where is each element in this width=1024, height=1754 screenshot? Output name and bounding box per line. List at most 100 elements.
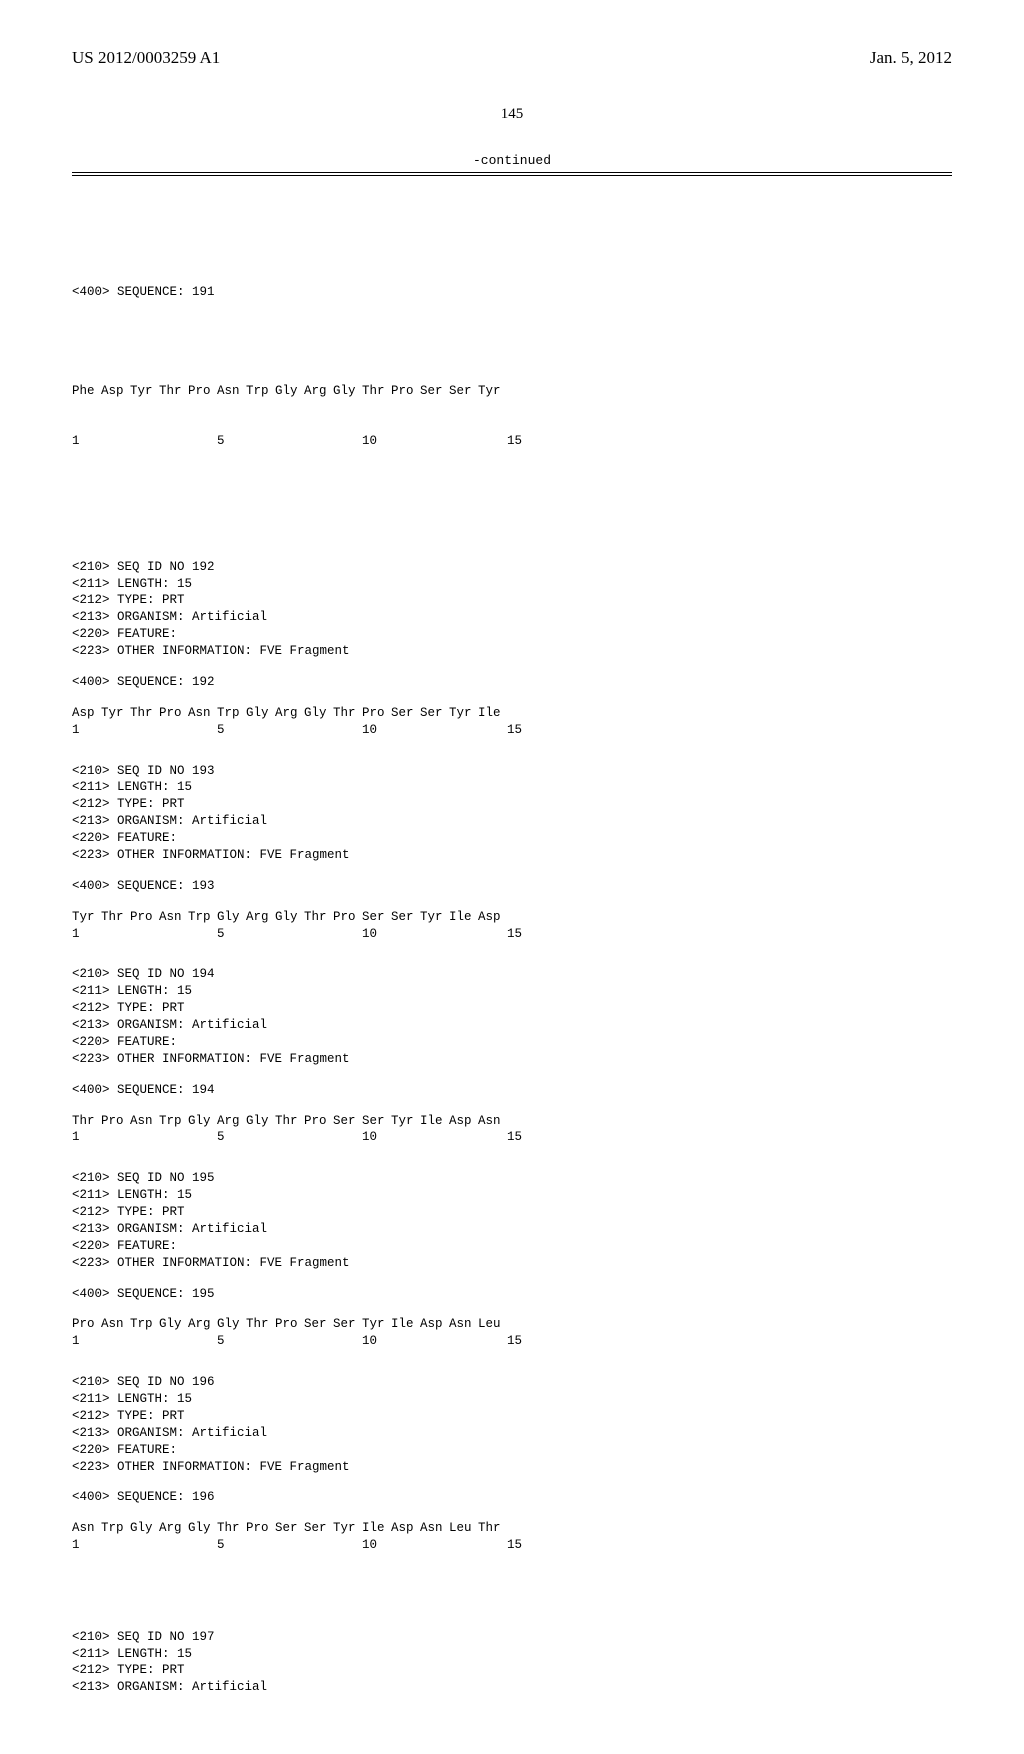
residue: Pro bbox=[188, 383, 217, 400]
residue: Tyr bbox=[478, 383, 507, 400]
residue: Asn bbox=[449, 1316, 478, 1333]
residue: Gly bbox=[246, 705, 275, 722]
residue: Ser bbox=[333, 1113, 362, 1130]
residue: Ser bbox=[362, 1113, 391, 1130]
residue: Gly bbox=[275, 383, 304, 400]
sequence-label: <400> SEQUENCE: 195 bbox=[72, 1286, 952, 1303]
residue: Gly bbox=[304, 705, 333, 722]
sequence-block: <210> SEQ ID NO 193 <211> LENGTH: 15 <21… bbox=[72, 763, 952, 943]
residue: Asn bbox=[130, 1113, 159, 1130]
residue: Asn bbox=[217, 383, 246, 400]
residue: Asn bbox=[101, 1316, 130, 1333]
sequence-block-197-header: <210> SEQ ID NO 197 <211> LENGTH: 15 <21… bbox=[72, 1629, 952, 1697]
residue: Pro bbox=[362, 705, 391, 722]
sequence-listing: <400> SEQUENCE: 191 PheAspTyrThrProAsnTr… bbox=[72, 200, 952, 1754]
residue: Thr bbox=[72, 1113, 101, 1130]
residue: Thr bbox=[159, 383, 188, 400]
residue: Ile bbox=[478, 705, 507, 722]
residue: Gly bbox=[333, 383, 362, 400]
residue: Gly bbox=[217, 909, 246, 926]
residue: Leu bbox=[478, 1316, 507, 1333]
residue: Asp bbox=[72, 705, 101, 722]
sequence-residues: AsnTrpGlyArgGlyThrProSerSerTyrIleAspAsnL… bbox=[72, 1520, 952, 1537]
residue: Thr bbox=[333, 705, 362, 722]
divider-top bbox=[72, 172, 952, 173]
sequence-residues: TyrThrProAsnTrpGlyArgGlyThrProSerSerTyrI… bbox=[72, 909, 952, 926]
residue: Phe bbox=[72, 383, 101, 400]
sequence-residues: ThrProAsnTrpGlyArgGlyThrProSerSerTyrIleA… bbox=[72, 1113, 952, 1130]
residue: Asn bbox=[478, 1113, 507, 1130]
residue: Ser bbox=[391, 909, 420, 926]
residue: Ile bbox=[449, 909, 478, 926]
residue: Asn bbox=[420, 1520, 449, 1537]
residue: Ser bbox=[420, 705, 449, 722]
residue: Ser bbox=[275, 1520, 304, 1537]
residue: Gly bbox=[217, 1316, 246, 1333]
residue: Trp bbox=[188, 909, 217, 926]
residue: Ser bbox=[304, 1520, 333, 1537]
residue: Arg bbox=[246, 909, 275, 926]
residue: Thr bbox=[478, 1520, 507, 1537]
sequence-header: <210> SEQ ID NO 196 <211> LENGTH: 15 <21… bbox=[72, 1374, 952, 1475]
residue: Tyr bbox=[420, 909, 449, 926]
residue: Pro bbox=[72, 1316, 101, 1333]
publication-date: Jan. 5, 2012 bbox=[870, 48, 952, 68]
sequence-header: <210> SEQ ID NO 194 <211> LENGTH: 15 <21… bbox=[72, 966, 952, 1067]
sequence-header: <210> SEQ ID NO 192 <211> LENGTH: 15 <21… bbox=[72, 559, 952, 660]
sequence-residues: PheAspTyrThrProAsnTrpGlyArgGlyThrProSerS… bbox=[72, 383, 952, 400]
sequence-header: <210> SEQ ID NO 193 <211> LENGTH: 15 <21… bbox=[72, 763, 952, 864]
sequence-label: <400> SEQUENCE: 192 bbox=[72, 674, 952, 691]
residue: Tyr bbox=[391, 1113, 420, 1130]
residue: Pro bbox=[246, 1520, 275, 1537]
sequence-position-row: 151015 bbox=[72, 1129, 952, 1146]
residue: Arg bbox=[159, 1520, 188, 1537]
residue: Trp bbox=[246, 383, 275, 400]
sequence-label: <400> SEQUENCE: 196 bbox=[72, 1489, 952, 1506]
residue: Asp bbox=[391, 1520, 420, 1537]
page-header: US 2012/0003259 A1 Jan. 5, 2012 bbox=[72, 48, 952, 68]
residue: Ser bbox=[391, 705, 420, 722]
residue: Trp bbox=[130, 1316, 159, 1333]
residue: Tyr bbox=[130, 383, 159, 400]
residue: Pro bbox=[304, 1113, 333, 1130]
sequence-header: <210> SEQ ID NO 195 <211> LENGTH: 15 <21… bbox=[72, 1170, 952, 1271]
residue: Gly bbox=[188, 1113, 217, 1130]
residue: Pro bbox=[275, 1316, 304, 1333]
residue: Asn bbox=[72, 1520, 101, 1537]
residue: Ser bbox=[362, 909, 391, 926]
residue: Asn bbox=[159, 909, 188, 926]
sequence-block-191-body: <400> SEQUENCE: 191 PheAspTyrThrProAsnTr… bbox=[72, 251, 952, 484]
publication-number: US 2012/0003259 A1 bbox=[72, 48, 220, 68]
sequence-label: <400> SEQUENCE: 194 bbox=[72, 1082, 952, 1099]
residue: Ser bbox=[304, 1316, 333, 1333]
residue: Gly bbox=[159, 1316, 188, 1333]
residue: Trp bbox=[217, 705, 246, 722]
sequence-block: <210> SEQ ID NO 194 <211> LENGTH: 15 <21… bbox=[72, 966, 952, 1146]
residue: Tyr bbox=[101, 705, 130, 722]
residue: Arg bbox=[188, 1316, 217, 1333]
residue: Asp bbox=[449, 1113, 478, 1130]
residue: Thr bbox=[304, 909, 333, 926]
sequence-position-row: 151015 bbox=[72, 1537, 952, 1554]
residue: Ser bbox=[449, 383, 478, 400]
sequence-block: <210> SEQ ID NO 195 <211> LENGTH: 15 <21… bbox=[72, 1170, 952, 1350]
residue: Leu bbox=[449, 1520, 478, 1537]
residue: Thr bbox=[275, 1113, 304, 1130]
residue: Pro bbox=[333, 909, 362, 926]
residue: Gly bbox=[275, 909, 304, 926]
residue: Thr bbox=[217, 1520, 246, 1537]
residue: Tyr bbox=[72, 909, 101, 926]
residue: Tyr bbox=[333, 1520, 362, 1537]
residue: Tyr bbox=[362, 1316, 391, 1333]
residue: Thr bbox=[130, 705, 159, 722]
sequence-position-row: 151015 bbox=[72, 1333, 952, 1350]
sequence-position-row: 151015 bbox=[72, 722, 952, 739]
residue: Pro bbox=[159, 705, 188, 722]
sequence-block: <210> SEQ ID NO 196 <211> LENGTH: 15 <21… bbox=[72, 1374, 952, 1554]
sequence-residues: AspTyrThrProAsnTrpGlyArgGlyThrProSerSerT… bbox=[72, 705, 952, 722]
residue: Pro bbox=[130, 909, 159, 926]
sequence-residues: ProAsnTrpGlyArgGlyThrProSerSerTyrIleAspA… bbox=[72, 1316, 952, 1333]
residue: Asp bbox=[478, 909, 507, 926]
residue: Thr bbox=[362, 383, 391, 400]
residue: Trp bbox=[101, 1520, 130, 1537]
